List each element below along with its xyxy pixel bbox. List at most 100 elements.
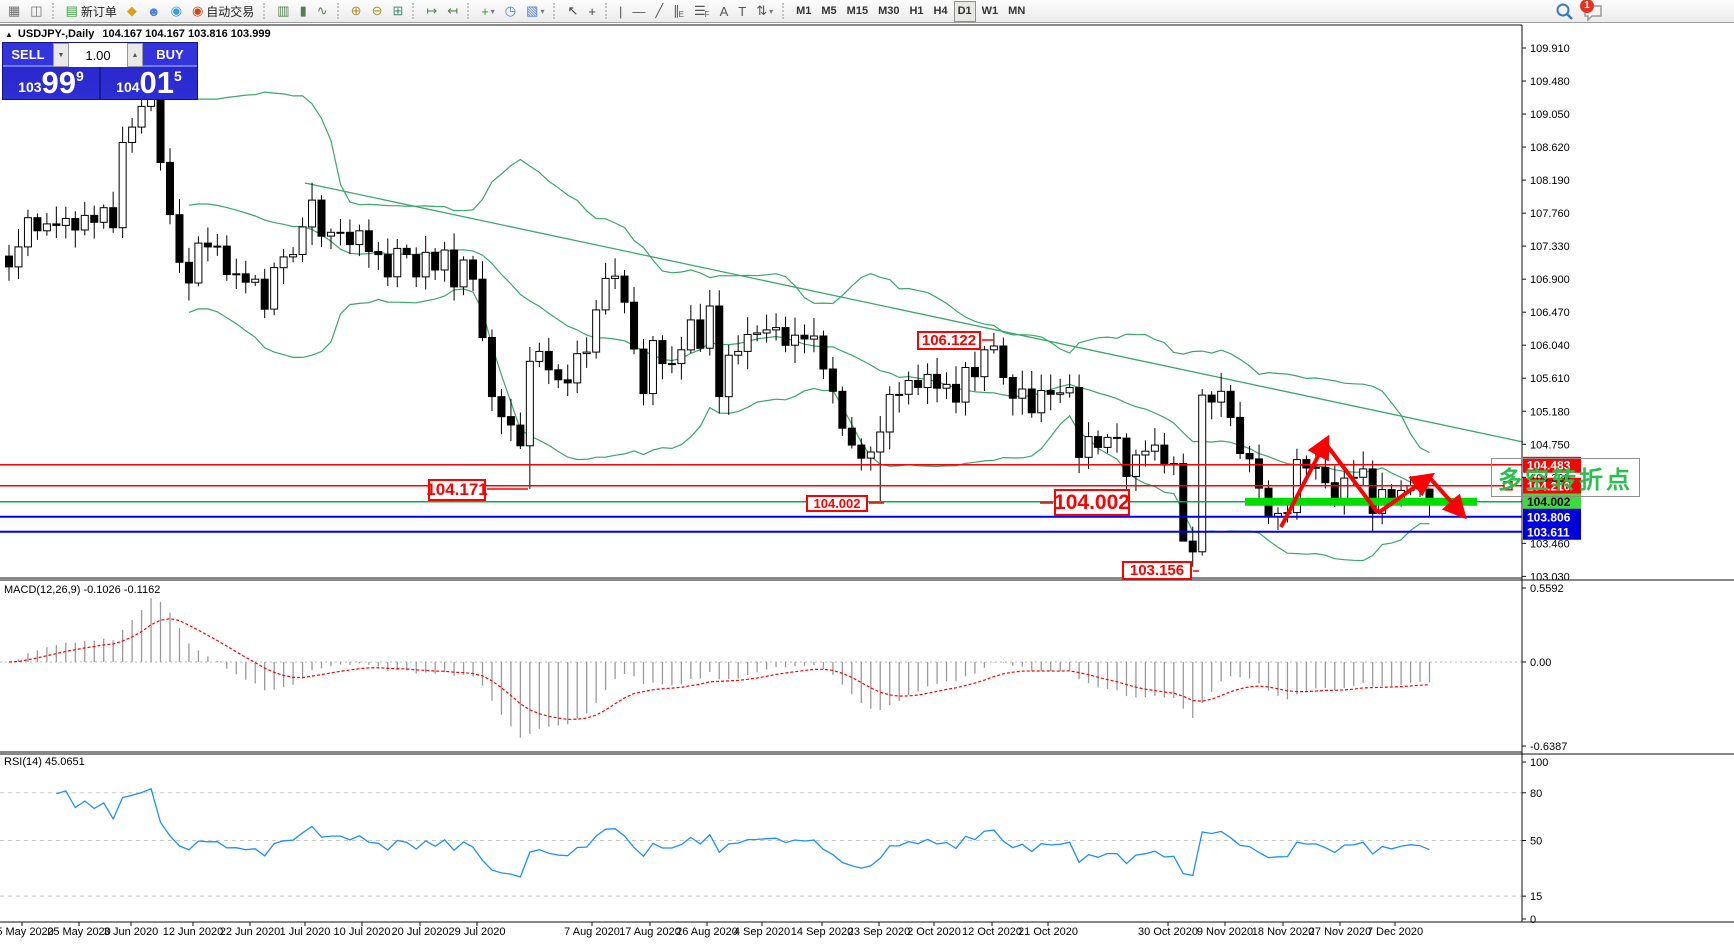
ohlc-values: 104.167 104.167 103.816 103.999 bbox=[102, 28, 271, 40]
chart-shift-icon[interactable]: ↤ bbox=[443, 1, 462, 22]
search-icon[interactable] bbox=[1554, 2, 1576, 22]
trendline-icon[interactable]: ╱ bbox=[651, 1, 667, 22]
candle-body bbox=[1008, 377, 1017, 399]
line-chart-icon[interactable]: ∿ bbox=[313, 1, 332, 22]
price-callout-label[interactable]: 104.002 bbox=[1054, 489, 1130, 516]
timeframe-m5[interactable]: M5 bbox=[821, 5, 837, 17]
new-chart-icon[interactable]: ▦ bbox=[4, 1, 24, 22]
vertical-line-icon[interactable]: | bbox=[615, 1, 626, 22]
timeframe-d1[interactable]: D1 bbox=[953, 0, 976, 22]
timeframe-w1[interactable]: W1 bbox=[981, 5, 999, 17]
timeframe-m1[interactable]: M1 bbox=[796, 5, 812, 17]
trend-arrow[interactable] bbox=[1376, 472, 1435, 515]
indicators-button-dropdown-icon[interactable]: ▾ bbox=[490, 6, 495, 16]
ask-price[interactable]: 104 01 5 bbox=[101, 67, 197, 99]
bar-chart-icon[interactable]: ▥ bbox=[273, 1, 293, 22]
candle-body bbox=[1131, 454, 1140, 477]
candle-body bbox=[99, 207, 108, 223]
notification-badge[interactable]: 1 bbox=[1580, 0, 1594, 13]
mql-community-icon: ☻ bbox=[146, 3, 161, 19]
candle-body bbox=[1075, 387, 1084, 458]
axis-tick-label: 0 bbox=[1530, 914, 1536, 926]
volume-decrease-button[interactable]: ▼ bbox=[53, 43, 69, 67]
volume-increase-button[interactable]: ▲ bbox=[127, 43, 143, 67]
candle-body bbox=[279, 256, 288, 269]
axis-tick-label: 105.610 bbox=[1530, 373, 1570, 385]
buy-button[interactable]: BUY bbox=[143, 43, 197, 67]
price-callout-label[interactable]: 106.122 bbox=[917, 331, 981, 350]
timeframe-m15[interactable]: M15 bbox=[846, 5, 869, 17]
arrows-icon-dropdown-icon[interactable]: ▾ bbox=[769, 6, 774, 16]
cursor-icon[interactable]: ↖ bbox=[563, 1, 582, 22]
date-axis-label: 22 Jun 2020 bbox=[219, 926, 281, 938]
profiles-icon[interactable]: ◫ bbox=[26, 1, 46, 22]
candle-body bbox=[1217, 390, 1226, 403]
auto-scroll-icon: ↦ bbox=[426, 3, 438, 18]
volume-input[interactable]: 1.00 bbox=[69, 43, 127, 67]
candle-body bbox=[989, 345, 998, 351]
timeframe-h4[interactable]: H4 bbox=[933, 5, 948, 17]
turning-point-annotation[interactable]: 多空转折点 bbox=[1491, 458, 1640, 497]
line-endpoint-marker[interactable] bbox=[1503, 481, 1513, 491]
channel-icon: ∥ bbox=[673, 3, 680, 18]
candle-body bbox=[241, 273, 250, 283]
timeframe-m30[interactable]: M30 bbox=[878, 5, 900, 17]
tile-windows-icon[interactable]: ⊞ bbox=[388, 1, 407, 22]
periods-button[interactable]: ◷ bbox=[501, 1, 520, 22]
candle-body bbox=[828, 368, 837, 392]
axis-tick-label: 109.910 bbox=[1530, 43, 1570, 55]
arrows-icon[interactable]: ⇅ ▾ bbox=[752, 1, 777, 22]
signals-icon[interactable]: ◉ bbox=[167, 1, 186, 22]
price-callout-label[interactable]: 103.156 bbox=[1122, 561, 1192, 580]
fibonacci-icon[interactable]: ☰ F bbox=[690, 1, 714, 22]
bid-price[interactable]: 103 99 9 bbox=[3, 67, 99, 99]
candle-body bbox=[762, 329, 771, 334]
trade-panel-toggle-icon[interactable]: ▲ bbox=[5, 29, 13, 39]
candle-body bbox=[715, 305, 724, 398]
timeframe-h1[interactable]: H1 bbox=[909, 5, 924, 17]
new-order-button[interactable]: ▤ 新订单 bbox=[62, 1, 121, 22]
autotrading-button[interactable]: ◉ 自动交易 bbox=[188, 1, 258, 22]
templates-button-dropdown-icon[interactable]: ▾ bbox=[540, 6, 545, 16]
axis-tick-label: 104.320 bbox=[1530, 472, 1570, 484]
candle-body bbox=[516, 424, 525, 447]
crosshair-icon[interactable]: + bbox=[584, 1, 600, 22]
channel-icon[interactable]: ∥ E bbox=[669, 1, 688, 22]
candle-body bbox=[1046, 390, 1055, 395]
templates-button[interactable]: ▧ ▾ bbox=[522, 1, 548, 22]
candle-body bbox=[620, 275, 629, 303]
trend-arrow[interactable] bbox=[1427, 475, 1467, 520]
bid-head: 103 bbox=[18, 79, 42, 95]
trend-arrow[interactable] bbox=[1324, 442, 1380, 515]
trend-arrow[interactable] bbox=[1279, 434, 1330, 528]
candle-body bbox=[942, 383, 951, 389]
descending-trendline[interactable] bbox=[304, 182, 1524, 443]
candlestick-chart-icon[interactable]: ▮ bbox=[296, 1, 311, 22]
rsi-indicator-label: RSI(14) 45.0651 bbox=[4, 756, 85, 768]
axis-tick-label: 106.040 bbox=[1530, 340, 1570, 352]
price-callout-label[interactable]: 104.171 bbox=[426, 479, 488, 501]
candle-body bbox=[175, 214, 184, 263]
text-icon[interactable]: A bbox=[716, 1, 733, 22]
horizontal-line-icon[interactable]: — bbox=[628, 1, 649, 22]
candle-body bbox=[450, 249, 459, 288]
label-icon[interactable]: T bbox=[734, 1, 750, 22]
mql-community-icon[interactable]: ☻ bbox=[143, 1, 165, 22]
indicators-button[interactable]: + ▾ bbox=[477, 1, 499, 22]
axis-tick-label: 109.480 bbox=[1530, 76, 1570, 88]
auto-scroll-icon[interactable]: ↦ bbox=[422, 1, 441, 22]
new-order-button-label: 新订单 bbox=[80, 4, 117, 19]
candle-body bbox=[999, 345, 1008, 378]
sell-button[interactable]: SELL bbox=[3, 43, 53, 67]
metaeditor-icon[interactable]: ◆ bbox=[123, 1, 141, 22]
zoom-out-icon[interactable]: ⊖ bbox=[368, 1, 387, 22]
support-zone-bar[interactable] bbox=[1245, 497, 1477, 506]
candle-body bbox=[923, 373, 932, 388]
price-callout-label[interactable]: 104.002 bbox=[806, 495, 868, 512]
quote-divider bbox=[99, 67, 101, 99]
candle-body bbox=[345, 231, 354, 246]
zoom-in-icon[interactable]: ⊕ bbox=[347, 1, 366, 22]
candle-body bbox=[137, 105, 146, 128]
candle-body bbox=[336, 231, 345, 234]
timeframe-mn[interactable]: MN bbox=[1008, 5, 1026, 17]
